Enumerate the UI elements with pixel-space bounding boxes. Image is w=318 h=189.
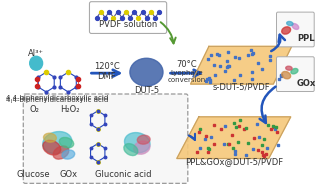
Text: PPL&GOx@DUT-5/PVDF: PPL&GOx@DUT-5/PVDF — [185, 157, 283, 166]
Text: DUT-5: DUT-5 — [134, 86, 159, 94]
Ellipse shape — [62, 150, 75, 159]
Ellipse shape — [44, 133, 56, 142]
Ellipse shape — [43, 132, 72, 154]
Ellipse shape — [130, 58, 163, 86]
Ellipse shape — [124, 132, 150, 153]
Text: O₂: O₂ — [29, 105, 39, 114]
Ellipse shape — [292, 24, 299, 29]
Ellipse shape — [124, 144, 138, 156]
Text: PPL: PPL — [298, 34, 315, 43]
Ellipse shape — [282, 27, 291, 34]
Polygon shape — [190, 46, 292, 84]
Ellipse shape — [59, 137, 74, 148]
Text: 4,4-biphenyldicarboxylic acid: 4,4-biphenyldicarboxylic acid — [6, 95, 108, 101]
Text: H₂O₂: H₂O₂ — [60, 105, 80, 114]
Ellipse shape — [134, 141, 150, 154]
FancyBboxPatch shape — [89, 2, 167, 33]
Text: DMF: DMF — [98, 72, 116, 81]
Ellipse shape — [286, 66, 292, 70]
FancyBboxPatch shape — [277, 12, 314, 47]
Text: GOx: GOx — [297, 79, 316, 88]
Text: GOx: GOx — [59, 170, 77, 179]
Ellipse shape — [53, 146, 69, 159]
FancyBboxPatch shape — [277, 57, 314, 91]
Text: s-DUT-5/PVDF: s-DUT-5/PVDF — [212, 83, 270, 91]
Text: conversion: conversion — [168, 77, 206, 83]
Text: Gluconic acid: Gluconic acid — [95, 170, 152, 179]
Text: PVDF solution: PVDF solution — [99, 20, 157, 29]
Ellipse shape — [282, 71, 291, 79]
Text: 4,4-biphenyldicarboxylic acid: 4,4-biphenyldicarboxylic acid — [6, 97, 108, 103]
Ellipse shape — [291, 68, 298, 74]
Text: 70°C: 70°C — [176, 60, 197, 69]
Ellipse shape — [137, 135, 150, 144]
Ellipse shape — [43, 140, 61, 155]
Polygon shape — [177, 117, 291, 159]
Text: Al³⁺: Al³⁺ — [28, 49, 44, 58]
FancyBboxPatch shape — [23, 94, 188, 183]
Text: Glucose: Glucose — [17, 170, 50, 179]
Text: Lyophase: Lyophase — [170, 70, 203, 76]
Text: 120°C: 120°C — [94, 62, 120, 71]
Ellipse shape — [287, 22, 293, 26]
Circle shape — [30, 56, 43, 70]
